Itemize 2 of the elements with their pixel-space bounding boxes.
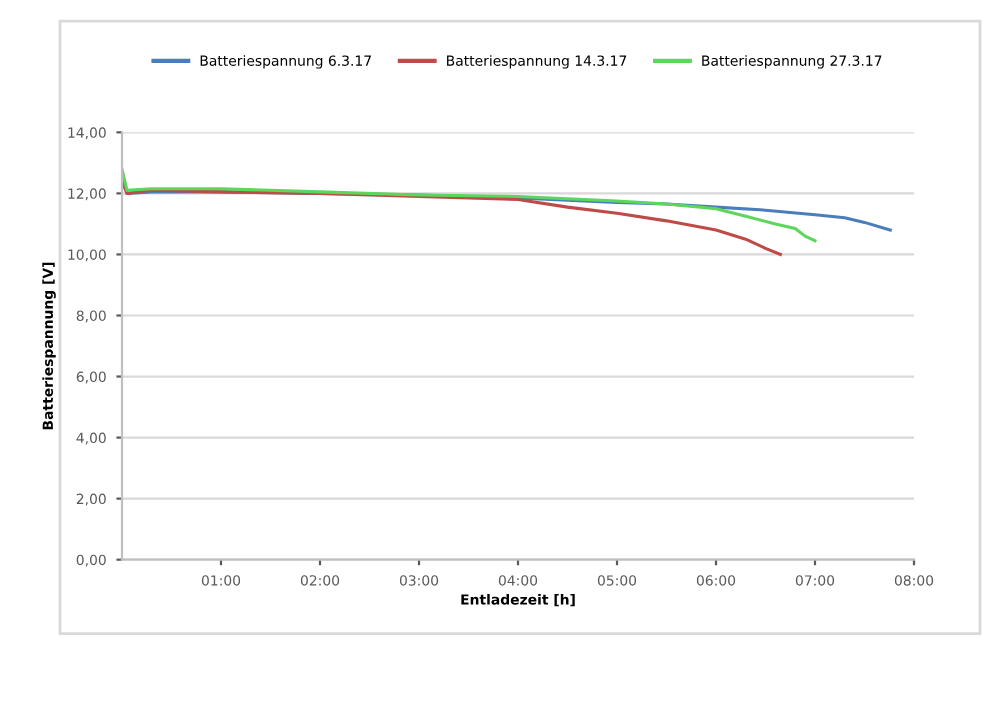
line-series [122, 167, 817, 243]
line-series [122, 179, 782, 256]
